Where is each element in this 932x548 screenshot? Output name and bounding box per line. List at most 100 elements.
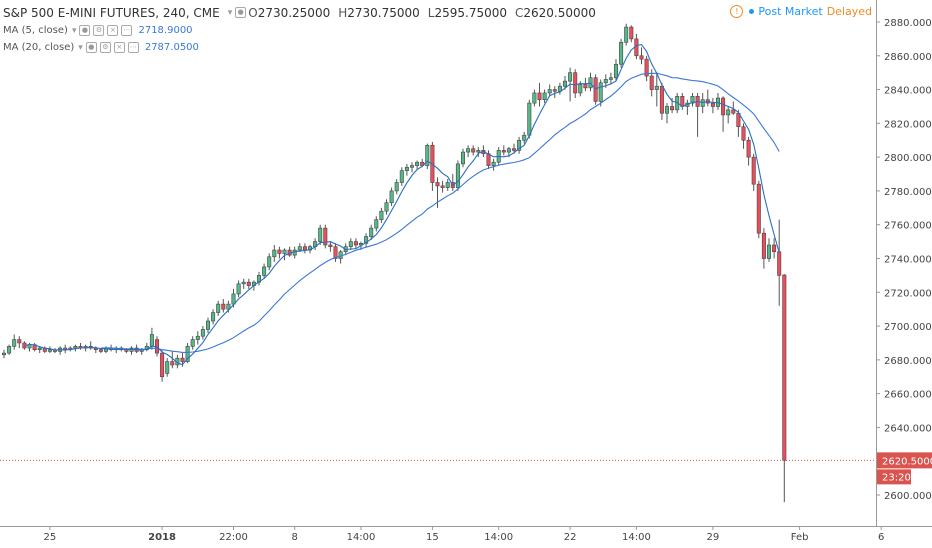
candle-body [389, 190, 394, 204]
y-tick-label: 2780.000000 [884, 187, 932, 198]
y-tick-label: 2760.000000 [884, 221, 932, 232]
candle [583, 77, 588, 92]
candle [460, 148, 465, 168]
candle [532, 89, 537, 107]
info-icon[interactable]: ! [730, 5, 744, 18]
close-icon[interactable]: × [113, 42, 125, 53]
ohlc-high-value: 2730.75000 [347, 5, 420, 20]
candle-body [374, 219, 379, 229]
post-market-label: Post Market [758, 5, 823, 18]
candle-body [160, 352, 165, 378]
candle-body [721, 97, 726, 116]
chevron-down-icon[interactable]: ▾ [71, 25, 77, 36]
candle [7, 344, 12, 355]
candle [547, 84, 552, 97]
candle [766, 238, 771, 262]
candle [160, 349, 165, 382]
candle-body [7, 346, 12, 354]
candle [246, 278, 251, 289]
candle [47, 346, 52, 354]
y-tick-label: 2740.000000 [884, 255, 932, 266]
ohlc-high-label: H [338, 5, 348, 20]
candle [241, 278, 246, 289]
candle-body [603, 79, 608, 84]
candle [715, 92, 720, 110]
candle-body [782, 274, 787, 461]
candle [297, 243, 302, 252]
eye-icon[interactable]: ● [79, 25, 91, 36]
symbol-title[interactable]: S&P 500 E-MINI FUTURES, 240, CME [3, 5, 220, 20]
x-tick-label: 6 [878, 532, 884, 543]
candle [573, 69, 578, 99]
candle-body [333, 246, 338, 259]
more-icon[interactable]: ⋯ [127, 42, 139, 53]
y-tick-label: 2840.000000 [884, 86, 932, 97]
candle [206, 317, 211, 333]
candle-body [12, 339, 17, 347]
candle-body [440, 185, 445, 188]
candle-body [598, 82, 603, 102]
candle [557, 82, 562, 95]
candle [277, 246, 282, 259]
y-tick-label: 2820.000000 [884, 119, 932, 130]
candle [129, 346, 134, 355]
legend-ma5-row: MA (5, close) ▾ ● ⚙ × ⋯ 2718.9000 [3, 22, 602, 39]
candle-body [573, 72, 578, 94]
candle-body [73, 346, 78, 349]
candle-body [262, 266, 267, 276]
candle-body [542, 92, 547, 101]
eye-icon[interactable]: ● [85, 42, 97, 53]
candle-body [741, 126, 746, 141]
close-icon[interactable]: × [107, 25, 119, 36]
y-tick-label: 2720.000000 [884, 288, 932, 299]
candle [17, 336, 22, 349]
candle [440, 180, 445, 193]
candle-body [522, 134, 527, 141]
candle [761, 228, 766, 269]
candle [639, 47, 644, 65]
last-price-badge [877, 452, 932, 469]
candle [313, 238, 318, 251]
candle [12, 334, 17, 350]
candle-body [323, 227, 328, 246]
candle [42, 346, 47, 354]
x-tick-label: 22:00 [219, 532, 248, 543]
candle-body [216, 303, 221, 313]
candle [88, 341, 93, 350]
candle-body [700, 99, 705, 107]
status-dot-icon [749, 9, 755, 14]
candle [629, 25, 634, 43]
chevron-down-icon[interactable]: ▾ [78, 42, 83, 53]
chevron-down-icon[interactable]: ▾ [227, 7, 233, 18]
candle [58, 346, 63, 355]
ma20-label[interactable]: MA (20, close) [3, 42, 75, 53]
candle [751, 153, 756, 191]
candle-body [195, 335, 200, 340]
candle [552, 86, 557, 99]
candle-body [272, 249, 277, 258]
settings-icon[interactable]: ⚙ [93, 25, 105, 36]
candle-body [761, 232, 766, 259]
candle [700, 92, 705, 114]
candle [517, 136, 522, 154]
candle-body [1, 352, 7, 356]
candle [318, 224, 323, 245]
candle-body [690, 96, 695, 104]
ma5-value: 2718.9000 [138, 25, 193, 36]
more-icon[interactable]: ⋯ [121, 25, 133, 36]
candle-body [231, 293, 236, 305]
visibility-toggle-icon[interactable]: ● [235, 7, 247, 18]
ma5-label[interactable]: MA (5, close) [3, 25, 68, 36]
candle-body [124, 349, 129, 352]
candle [476, 147, 481, 158]
candle [369, 224, 374, 240]
candle [282, 248, 287, 261]
x-tick-label: 14:00 [622, 532, 651, 543]
candle [272, 244, 277, 262]
candle [190, 336, 195, 350]
settings-icon[interactable]: ⚙ [99, 42, 111, 53]
candle [333, 243, 338, 262]
